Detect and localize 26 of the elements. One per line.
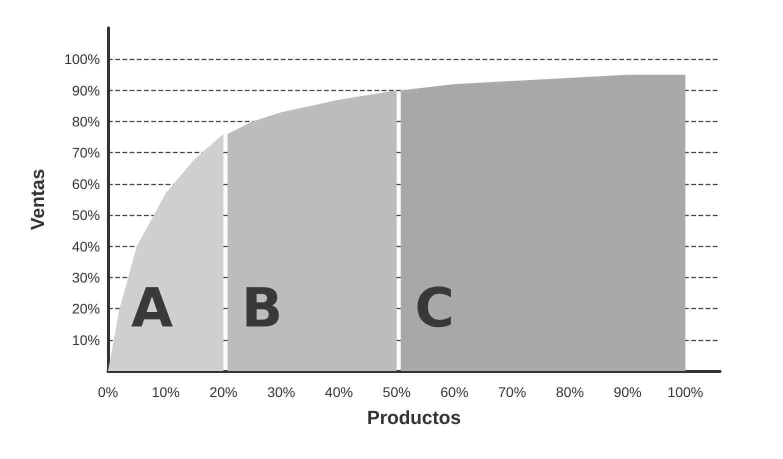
y-tick-label: 30% (72, 269, 100, 286)
y-tick-label: 70% (72, 144, 100, 161)
annotation: B (242, 276, 283, 340)
y-axis-title: Ventas (28, 168, 49, 230)
y-tick-label: 20% (72, 300, 100, 317)
x-tick-label: 70% (498, 384, 526, 400)
x-tick-label: 80% (556, 384, 584, 400)
x-tick-label: 10% (152, 384, 180, 400)
x-tick-label: 20% (209, 384, 238, 400)
annotation: A (131, 276, 174, 340)
x-tick-label: 60% (440, 384, 468, 400)
y-tick-label: 50% (72, 207, 100, 224)
y-tick-label: 40% (72, 238, 100, 254)
x-axis-title: Productos (367, 408, 461, 429)
x-tick-label: 90% (614, 384, 642, 400)
x-tick-label: 30% (267, 384, 296, 400)
y-tick-label: 60% (72, 176, 100, 192)
y-tick-label: 90% (72, 82, 100, 98)
annotation: C (414, 276, 454, 340)
y-tick-label: 80% (72, 114, 100, 130)
x-tick-label: 40% (324, 384, 353, 400)
x-tick-label: 0% (98, 384, 118, 400)
y-tick-label: 10% (72, 332, 100, 348)
y-tick-label: 100% (64, 51, 100, 68)
x-tick-label: 100% (667, 384, 704, 400)
x-tick-label: 50% (382, 384, 411, 400)
